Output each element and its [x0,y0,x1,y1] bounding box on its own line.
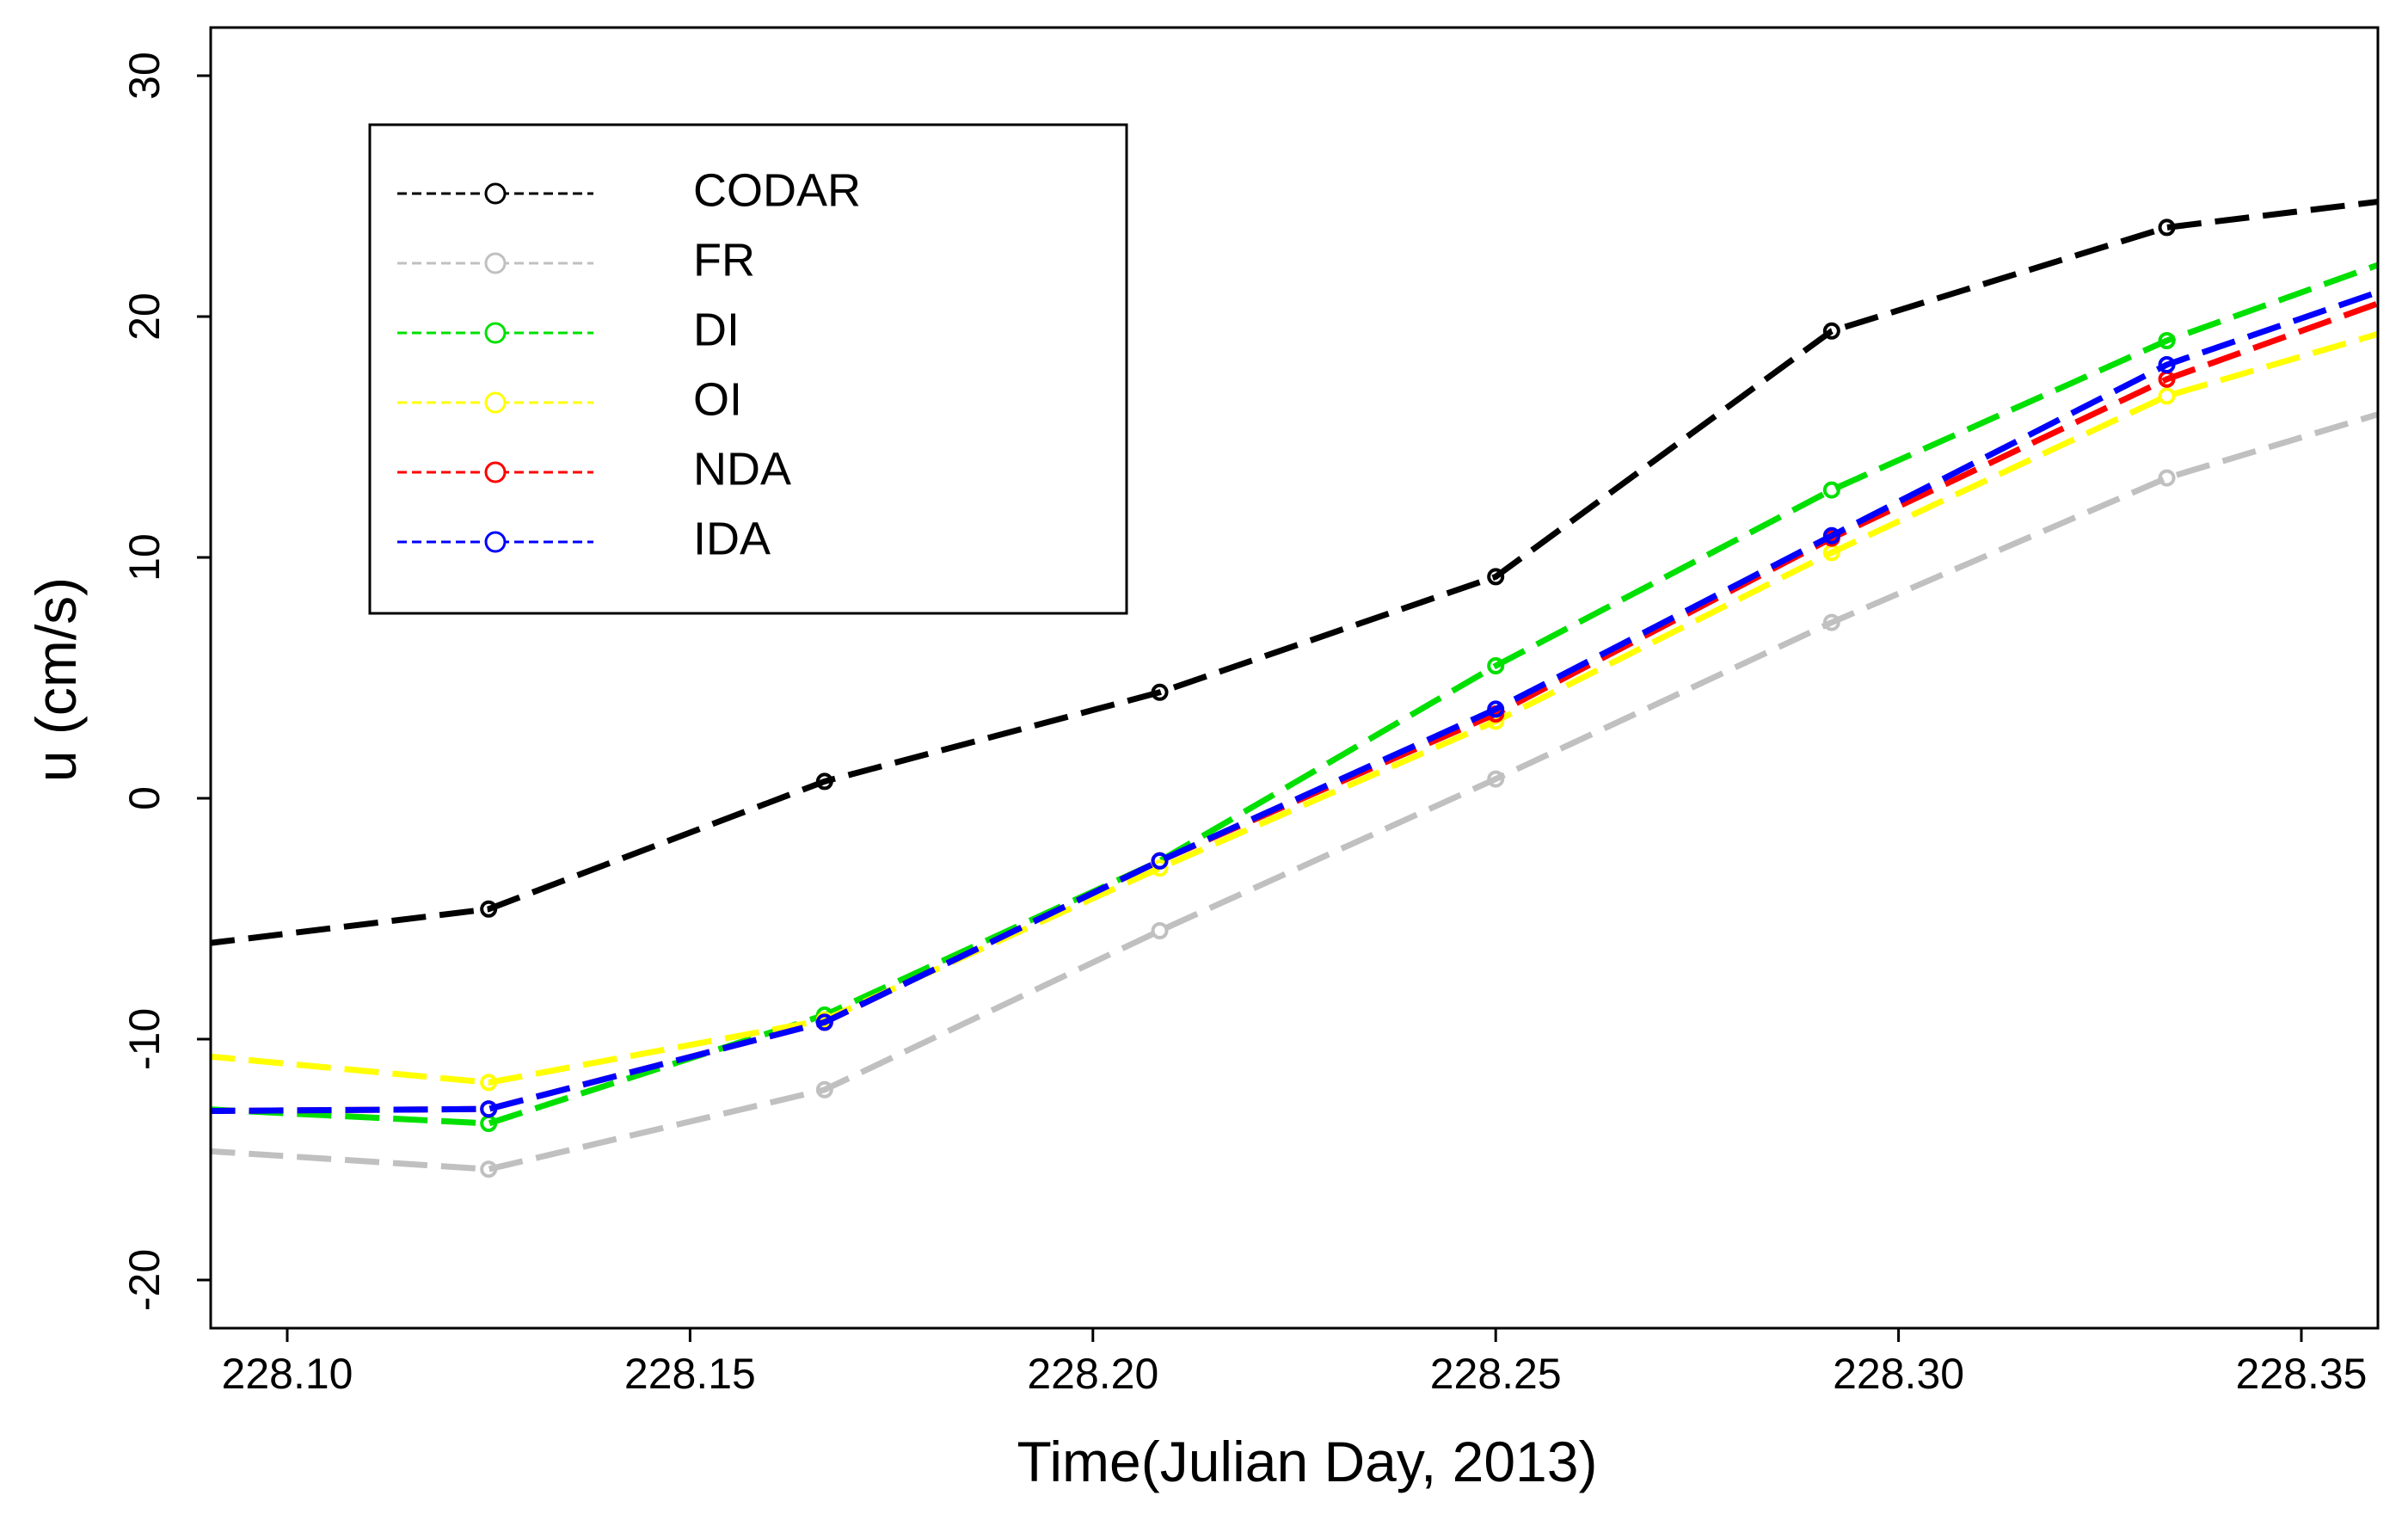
data-point-ida [1822,526,1840,545]
data-point-ida [2158,356,2176,373]
data-point-fr [146,1141,160,1154]
x-tick-label: 228.25 [1430,1350,1562,1398]
legend-marker-oi [484,391,507,414]
data-point-codar [2158,218,2176,237]
data-point-codar [1487,568,1505,586]
data-point-nda [146,1105,160,1118]
x-tick-label: 228.10 [222,1350,353,1398]
data-point-ida [815,1013,833,1031]
legend: CODAR FR DI OI NDA IDA [368,123,1128,615]
data-point-fr [1487,770,1505,788]
data-point-fr [1822,613,1840,631]
data-point-codar [815,772,833,791]
legend-label-codar: CODAR [693,164,861,216]
legend-label-nda: NDA [693,443,791,495]
data-point-di [1487,657,1505,674]
data-point-di [2158,332,2176,349]
legend-entries: CODAR FR DI OI NDA IDA [397,164,861,564]
data-point-codar [146,943,160,957]
data-point-fr [815,1080,833,1098]
legend-marker-fr [484,252,507,274]
y-axis-title: u (cm/s) [24,577,88,782]
legend-marker-di [484,322,507,344]
data-point-fr [480,1160,498,1178]
data-point-ida [1487,700,1505,718]
legend-marker-ida [484,531,507,553]
series-line-fr [211,411,2378,1172]
plot-frame [209,26,2380,1330]
legend-label-oi: OI [693,373,742,425]
y-tick-label: 20 [120,292,169,341]
series-line-codar [211,198,2378,946]
data-point-ida [146,1105,160,1118]
data-point-di [146,1099,160,1113]
axes-layer: 228.10 228.15 228.20 228.25 228.30 228.35 -20 -… [120,52,2367,1398]
x-tick-label: 228.30 [1833,1350,1964,1398]
data-point-ida [480,1100,498,1118]
legend-label-ida: IDA [693,513,771,564]
y-tick-label: 30 [120,52,169,100]
y-tick-label: 10 [120,533,169,582]
legend-marker-codar [484,182,507,205]
series-line-ida [211,288,2378,1115]
series-layer [146,198,2378,1178]
data-point-di [1822,481,1840,499]
data-point-codar [1151,683,1169,701]
x-axis-title: Time(Julian Day, 2013) [1017,1430,1598,1493]
x-tick-label: 228.35 [2236,1350,2368,1398]
x-tick-label: 228.20 [1027,1350,1158,1398]
y-tick-label: -10 [120,1008,169,1070]
data-point-codar [480,900,498,918]
legend-label-di: DI [693,304,740,355]
series-line-oi [211,330,2378,1086]
y-tick-label: 0 [120,786,169,810]
legend-marker-nda [484,461,507,483]
series-line-di [211,262,2378,1127]
data-point-oi [480,1074,498,1092]
x-tick-label: 228.15 [624,1350,756,1398]
data-point-ida [1151,852,1169,870]
data-point-oi [1151,859,1169,877]
data-point-fr [2158,469,2176,487]
data-point-codar [1822,322,1840,340]
data-point-oi [2158,387,2176,405]
legend-label-fr: FR [693,234,755,286]
y-tick-label: -20 [120,1249,169,1311]
data-point-fr [1151,922,1169,939]
